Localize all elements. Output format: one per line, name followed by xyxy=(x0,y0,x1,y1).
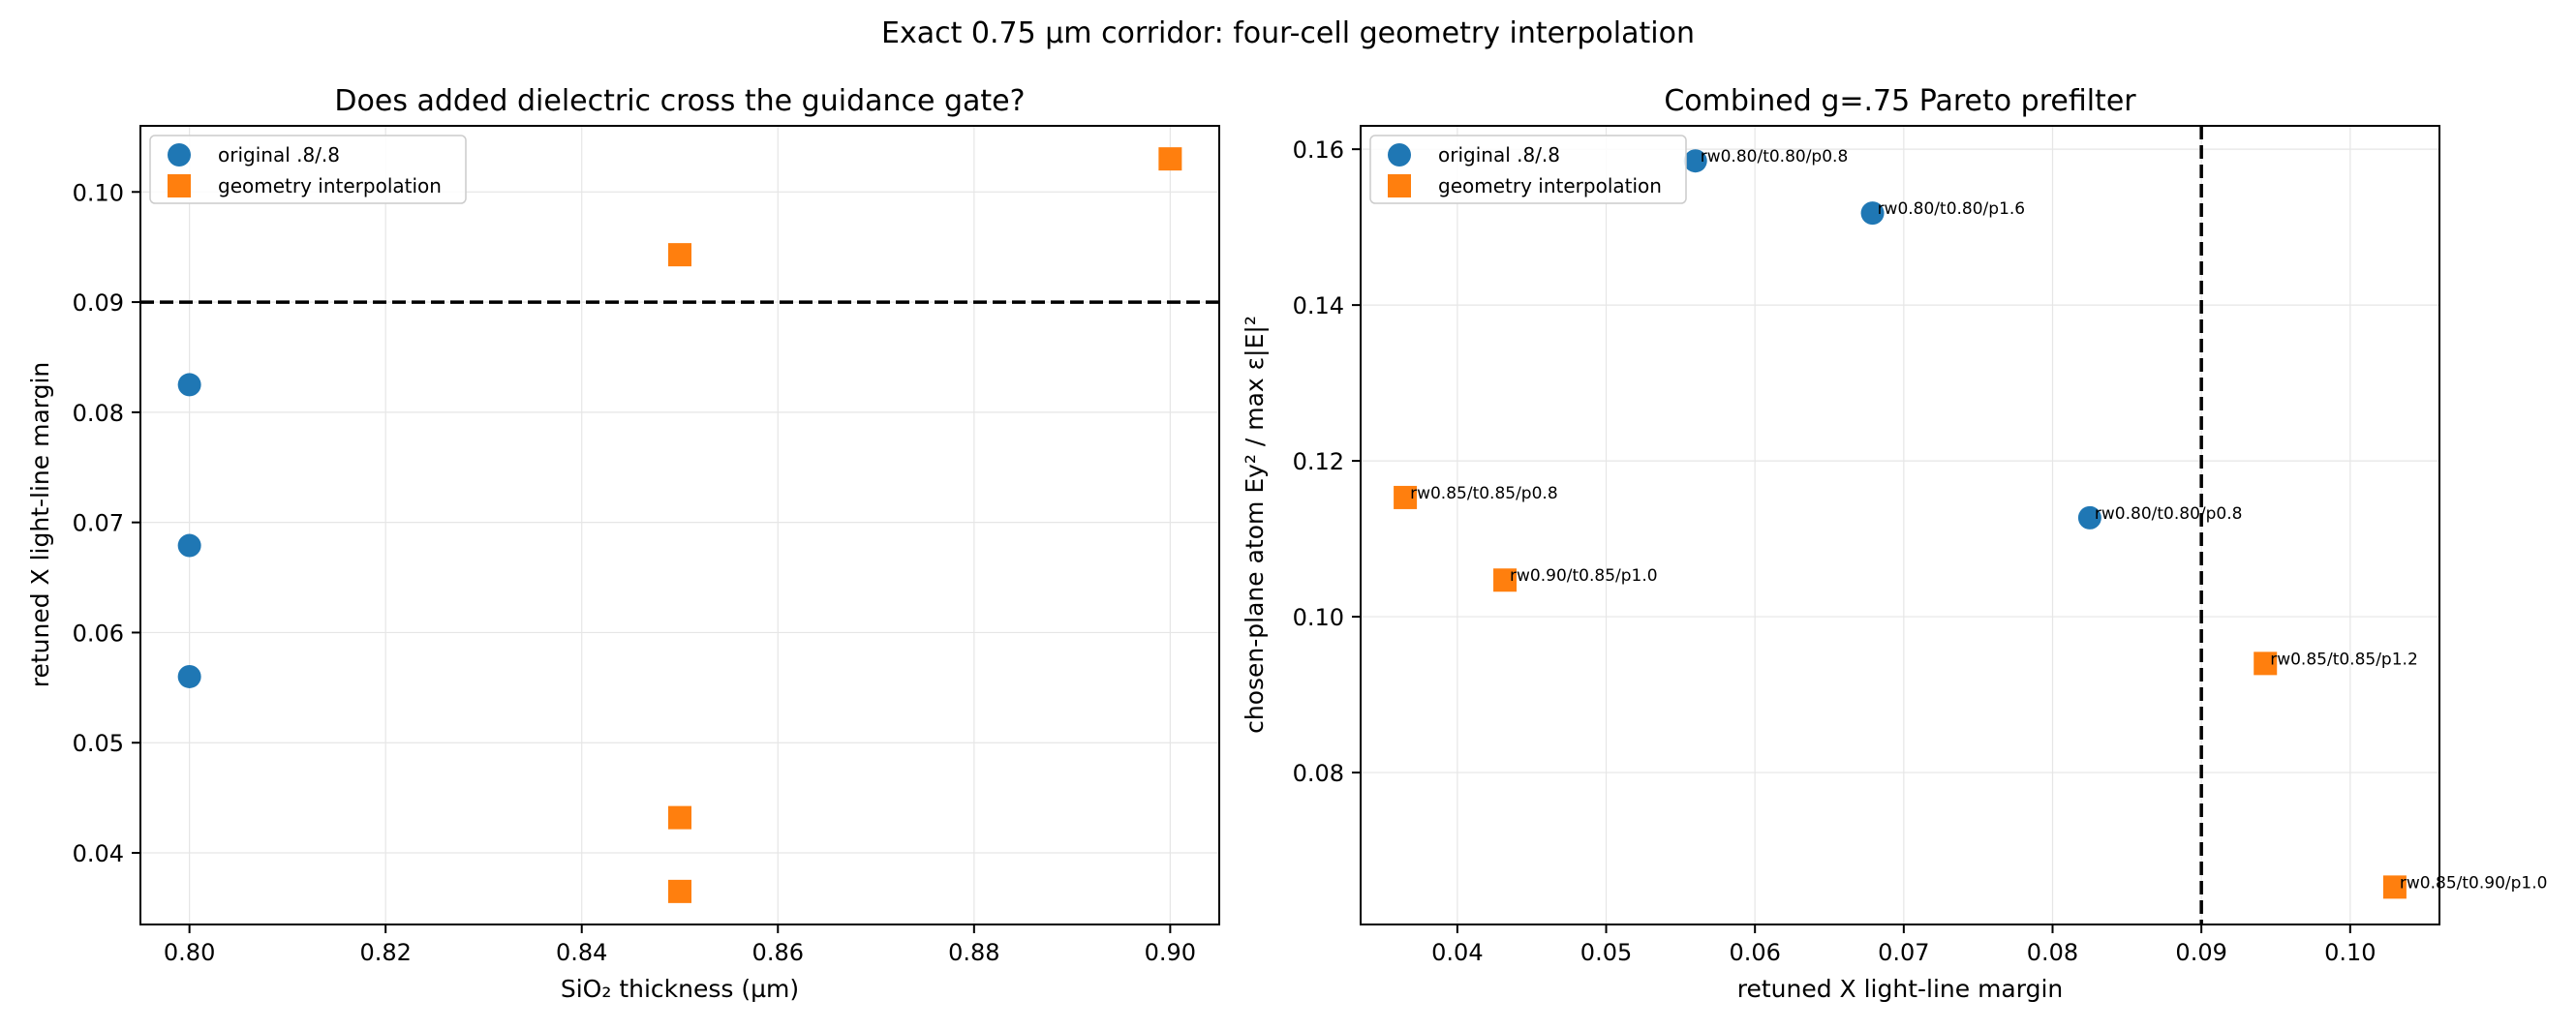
data-point-label: rw0.90/t0.85/p1.0 xyxy=(1510,566,1658,586)
x-tick-label: 0.06 xyxy=(1729,939,1780,966)
x-tick-label: 0.08 xyxy=(2027,939,2078,966)
x-tick-label: 0.09 xyxy=(2175,939,2226,966)
data-point-square xyxy=(668,879,691,903)
legend-marker-square xyxy=(168,174,191,197)
left-chart-panel: Does added dielectric cross the guidance… xyxy=(26,84,1220,1003)
data-point-label: rw0.85/t0.85/p0.8 xyxy=(1410,484,1558,503)
data-point-square xyxy=(1158,147,1182,171)
x-tick-label: 0.80 xyxy=(164,939,215,966)
legend-entry-label: geometry interpolation xyxy=(218,174,442,197)
data-point-label: rw0.80/t0.80/p1.6 xyxy=(1878,199,2026,219)
right-chart-grid xyxy=(1361,126,2439,924)
right-chart-title: Combined g=.75 Pareto prefilter xyxy=(1664,84,2136,118)
x-tick-label: 0.04 xyxy=(1431,939,1483,966)
legend-box xyxy=(149,135,467,204)
right-chart-panel: Combined g=.75 Pareto prefilter retuned … xyxy=(1241,84,2547,1003)
data-point-label: rw0.80/t0.80/p0.8 xyxy=(2095,504,2243,524)
right-chart-plot-frame xyxy=(1360,125,2440,925)
data-point-label: rw0.85/t0.85/p1.2 xyxy=(2270,650,2418,669)
legend-entry-label: original .8/.8 xyxy=(1438,143,1560,167)
legend-box xyxy=(1369,135,1687,204)
left-chart-legend: original .8/.8 geometry interpolation xyxy=(149,135,467,204)
data-point-circle xyxy=(2077,505,2101,530)
x-tick-label: 0.07 xyxy=(1878,939,1929,966)
data-point-square xyxy=(668,243,691,267)
x-tick-label: 0.05 xyxy=(1580,939,1632,966)
y-tick-label: 0.08 xyxy=(73,400,124,427)
data-point-circle xyxy=(1860,201,1885,226)
x-tick-label: 0.84 xyxy=(556,939,607,966)
figure-suptitle: Exact 0.75 µm corridor: four-cell geomet… xyxy=(881,16,1695,50)
legend-entry-label: original .8/.8 xyxy=(218,143,340,167)
right-chart-y-axis-label: chosen-plane atom Ey² / max ε|E|² xyxy=(1241,316,1269,734)
right-chart-legend: original .8/.8 geometry interpolation xyxy=(1369,135,1687,204)
data-point-square xyxy=(1394,485,1418,509)
left-chart-y-axis: 0.04 0.05 0.06 0.07 0.08 0.09 0.10 xyxy=(73,179,140,867)
x-tick-label: 0.86 xyxy=(752,939,804,966)
x-tick-label: 0.90 xyxy=(1145,939,1196,966)
y-tick-label: 0.14 xyxy=(1293,292,1344,319)
data-point-label: rw0.85/t0.90/p1.0 xyxy=(2400,873,2548,893)
left-chart-plot-frame xyxy=(139,125,1220,925)
y-tick-label: 0.10 xyxy=(73,179,124,206)
data-point-square xyxy=(668,805,691,830)
left-series-interpolation xyxy=(668,147,1182,903)
left-chart-grid xyxy=(140,126,1219,924)
right-chart-x-axis-label: retuned X light-line margin xyxy=(1737,975,2064,1003)
y-tick-label: 0.16 xyxy=(1293,136,1344,164)
data-point-circle xyxy=(177,533,201,558)
legend-marker-circle xyxy=(1388,143,1411,167)
y-tick-label: 0.07 xyxy=(73,510,124,537)
data-point-circle xyxy=(1683,149,1707,173)
legend-entry-label: geometry interpolation xyxy=(1438,174,1662,197)
data-point-circle xyxy=(177,664,201,688)
left-chart-y-axis-label: retuned X light-line margin xyxy=(26,362,54,688)
left-chart-title: Does added dielectric cross the guidance… xyxy=(334,84,1025,118)
data-point-label: rw0.80/t0.80/p0.8 xyxy=(1701,147,1849,167)
data-point-square xyxy=(2382,875,2407,899)
data-point-square xyxy=(2254,651,2278,676)
right-series-original: rw0.80/t0.80/p0.8 rw0.80/t0.80/p1.6 rw0.80… xyxy=(1683,147,2243,530)
right-chart-x-axis: 0.04 0.05 0.06 0.07 0.08 0.09 0.10 xyxy=(1431,924,2377,966)
y-tick-label: 0.08 xyxy=(1293,760,1344,787)
left-chart-x-axis-label: SiO₂ thickness (µm) xyxy=(561,975,799,1003)
left-series-original xyxy=(177,373,201,688)
y-tick-label: 0.05 xyxy=(73,730,124,757)
y-tick-label: 0.09 xyxy=(73,289,124,317)
y-tick-label: 0.10 xyxy=(1293,604,1344,631)
right-series-interpolation: rw0.85/t0.85/p0.8 rw0.90/t0.85/p1.0 rw0.85… xyxy=(1394,484,2548,899)
x-tick-label: 0.10 xyxy=(2324,939,2376,966)
data-point-circle xyxy=(177,373,201,397)
x-tick-label: 0.82 xyxy=(359,939,411,966)
y-tick-label: 0.06 xyxy=(73,620,124,647)
legend-marker-circle xyxy=(168,143,191,167)
data-point-square xyxy=(1493,568,1518,592)
right-chart-y-axis: 0.08 0.10 0.12 0.14 0.16 xyxy=(1293,136,1361,787)
y-tick-label: 0.12 xyxy=(1293,448,1344,475)
legend-marker-square xyxy=(1388,174,1411,197)
x-tick-label: 0.88 xyxy=(948,939,999,966)
left-chart-x-axis: 0.80 0.82 0.84 0.86 0.88 0.90 xyxy=(164,924,1196,966)
y-tick-label: 0.04 xyxy=(73,840,124,867)
